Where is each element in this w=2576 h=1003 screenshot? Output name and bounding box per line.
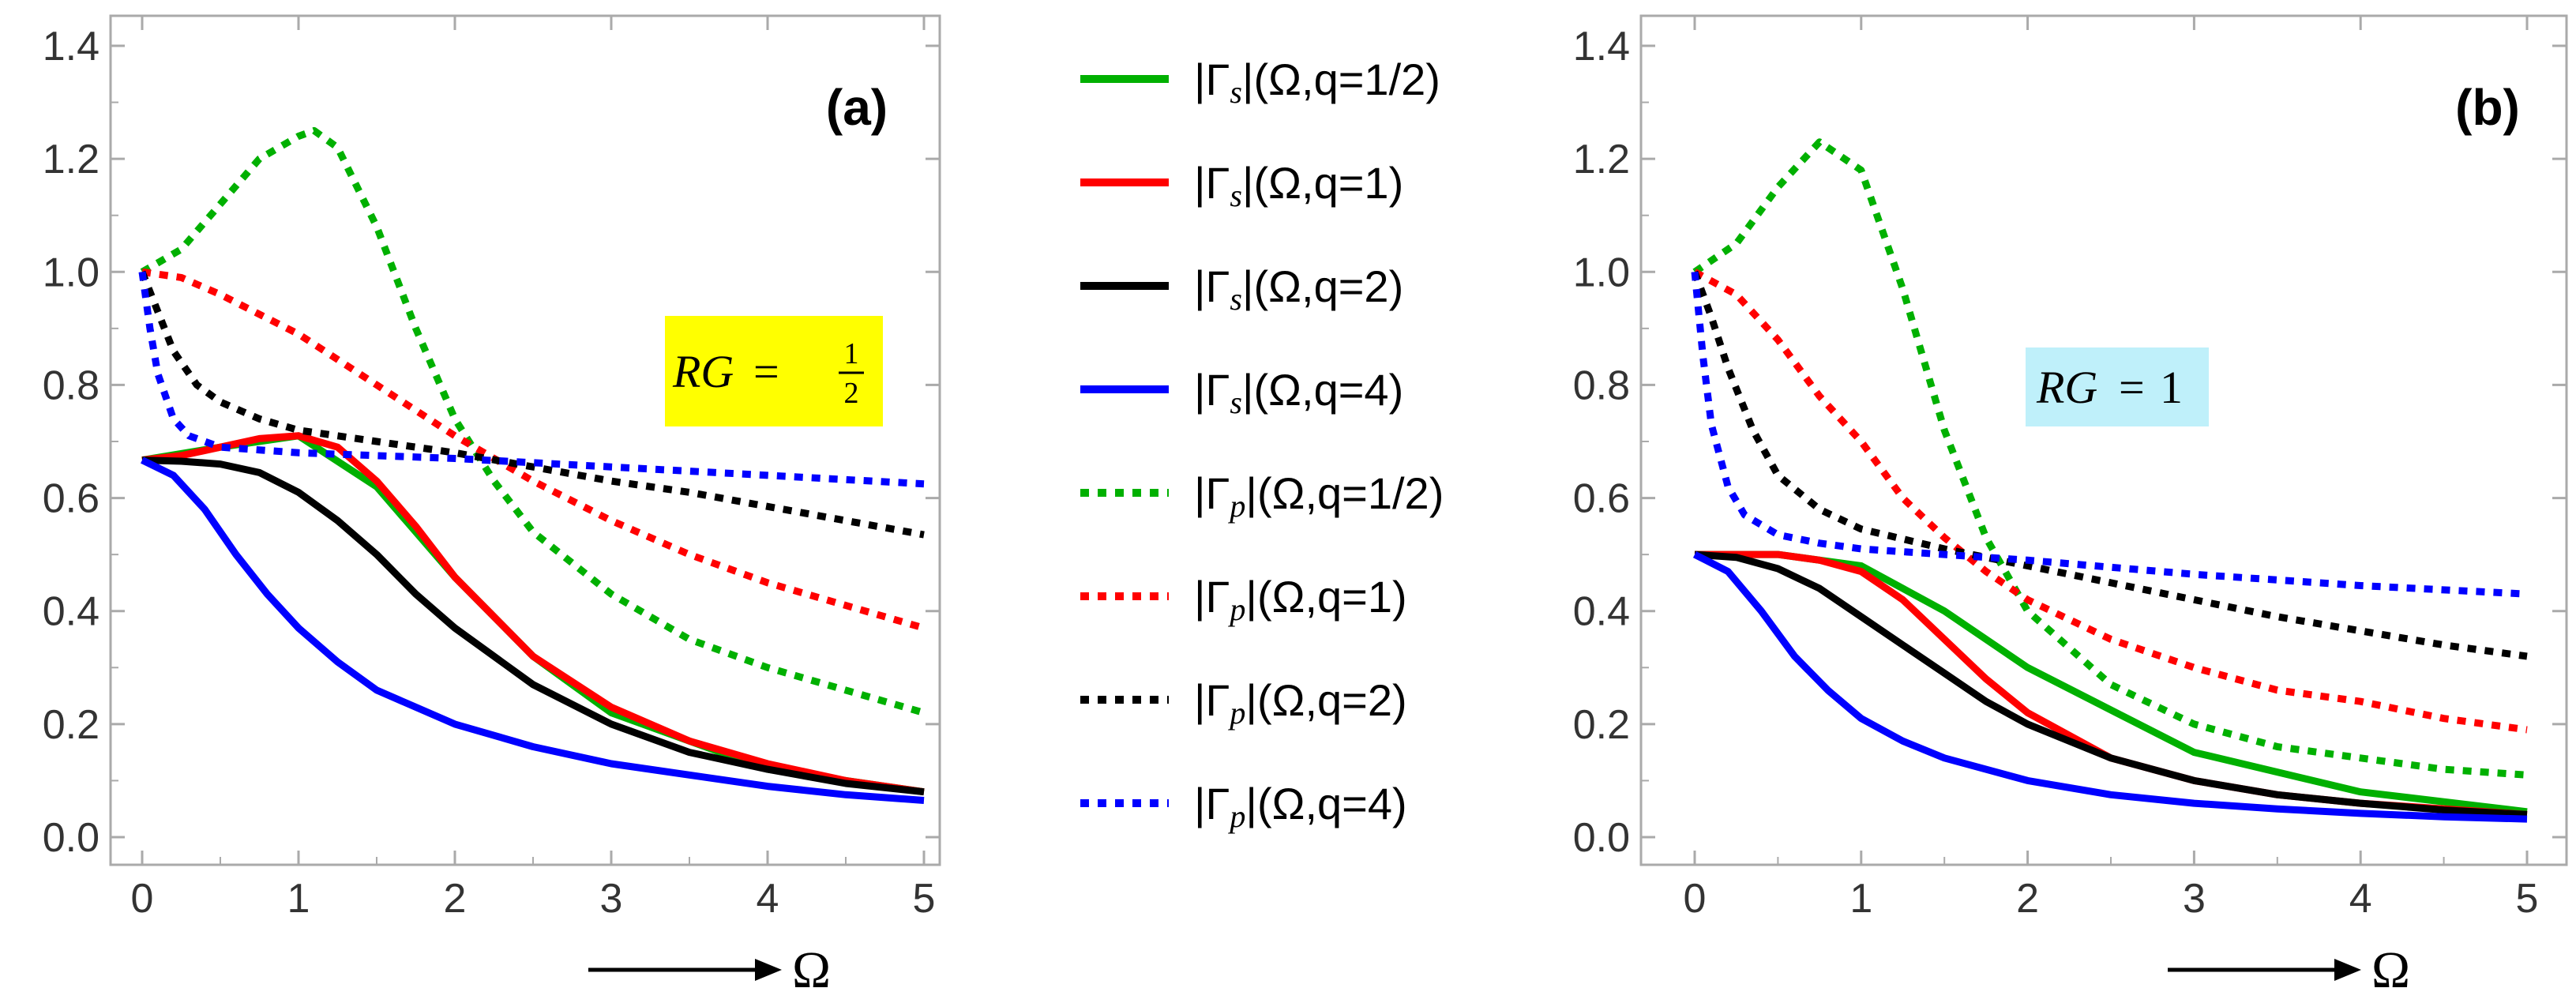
panel-b-panel-label: (b) (2455, 79, 2520, 136)
panel-a-y-tick-label: 0.2 (43, 702, 100, 748)
panel-a-y-tick-label: 0.4 (43, 589, 100, 635)
legend-label: |Γp|(Ω,q=1/2) (1194, 468, 1444, 524)
panel-b-x-tick-label: 0 (1684, 876, 1707, 922)
legend-item: |Γs|(Ω,q=4) (1080, 365, 1403, 420)
panel-b-y-tick-label: 0.4 (1573, 589, 1630, 635)
panel-a-series-3 (141, 456, 925, 804)
panel-b-annotation-bg (2026, 347, 2209, 426)
panel-a-series-1 (141, 432, 925, 796)
legend-label: |Γp|(Ω,q=2) (1194, 675, 1407, 731)
panel-a-x-arrow-head (755, 959, 782, 981)
legend-item: |Γp|(Ω,q=1) (1080, 572, 1407, 627)
panel-b-series-4 (1692, 138, 2528, 779)
panel-b-x-label: Ω (2371, 941, 2410, 999)
legend-label: |Γp|(Ω,q=1) (1194, 572, 1407, 627)
panel-b-y-tick-label: 0.0 (1573, 815, 1630, 861)
panel-a-annotation-equals: = (753, 346, 779, 397)
panel-b-x-tick-label: 5 (2516, 876, 2539, 922)
panel-b-y-tick-label: 1.2 (1573, 137, 1630, 182)
panel-b-annotation-equals: = (2119, 362, 2145, 413)
panel-a-x-tick-label: 0 (131, 876, 154, 922)
panel-b-x-tick-label: 1 (1849, 876, 1872, 922)
panel-a-x-tick-label: 3 (600, 876, 623, 922)
panel-a-series-0 (141, 432, 925, 796)
panel-b-annotation-value: 1 (2160, 362, 2183, 413)
panel-a-annotation-numerator: 1 (844, 337, 859, 370)
panel-a-x-label: Ω (792, 941, 831, 999)
panel-a-y-tick-label: 0.6 (43, 476, 100, 522)
panel-a-y-tick-label: 1.0 (43, 250, 100, 295)
legend-label: |Γs|(Ω,q=1/2) (1194, 54, 1440, 110)
panel-b-series-6 (1691, 270, 2528, 660)
legend-item: |Γp|(Ω,q=2) (1080, 675, 1407, 731)
panel-b-series-3 (1692, 551, 2528, 823)
legend-item: |Γs|(Ω,q=1/2) (1080, 54, 1440, 110)
panel-b-series-7 (1691, 271, 2528, 598)
legend-label: |Γs|(Ω,q=4) (1194, 365, 1403, 420)
panel-b-y-tick-label: 1.0 (1573, 250, 1630, 295)
panel-b-annotation-rg: RG (2036, 362, 2097, 413)
panel-a-y-tick-label: 0.0 (43, 815, 100, 861)
panel-b-y-tick-label: 1.4 (1573, 24, 1630, 69)
panel-a-chart: 0 1 2 3 4 5 0.0 0.2 0.4 0.6 0.8 1.0 1.2 1.4 (a) RG = 1 2 Ω (43, 14, 941, 999)
panel-a-annotation: RG = 1 2 (665, 316, 883, 426)
legend-label: |Γp|(Ω,q=4) (1194, 779, 1407, 834)
panel-a-annotation-denominator: 2 (844, 377, 859, 410)
legend-label: |Γs|(Ω,q=1) (1194, 158, 1403, 213)
panel-a-x-tick-label: 5 (913, 876, 936, 922)
panel-a-x-tick-label: 1 (287, 876, 310, 922)
panel-b-chart: 0 1 2 3 4 5 0.0 0.2 0.4 0.6 0.8 1.0 1.2 1.4 (b) RG = 1 Ω (1573, 14, 2568, 999)
panel-b-y-tick-label: 0.8 (1573, 363, 1630, 408)
panel-a-y-tick-label: 1.4 (43, 24, 100, 69)
panel-b-series-2 (1694, 550, 2528, 818)
panel-a-series-6 (138, 270, 925, 539)
panel-b-frame (1639, 14, 2568, 866)
panel-b-series-5 (1692, 269, 2528, 734)
panel-a-series-7 (138, 271, 925, 488)
panel-a-series-4 (140, 126, 926, 716)
panel-a-y-tick-label: 0.8 (43, 363, 100, 408)
panel-a-annotation-bg (665, 316, 883, 426)
panel-b-y-tick-label: 0.2 (1573, 702, 1630, 748)
panel-a-x-tick-label: 4 (757, 876, 779, 922)
panel-a-panel-label: (a) (826, 79, 888, 136)
panel-b-x-arrow-head (2334, 959, 2361, 981)
panel-a-frame (109, 14, 941, 866)
panel-a-annotation-rg: RG (672, 346, 734, 397)
legend-item: |Γp|(Ω,q=1/2) (1080, 468, 1444, 524)
panel-a-series-2 (141, 456, 925, 796)
legend-item: |Γp|(Ω,q=4) (1080, 779, 1407, 834)
panel-b-y-tick-label: 0.6 (1573, 476, 1630, 522)
legend-item: |Γs|(Ω,q=1) (1080, 158, 1403, 213)
panel-b-x-tick-label: 2 (2016, 876, 2039, 922)
panel-a-x-tick-label: 2 (444, 876, 467, 922)
legend: |Γs|(Ω,q=1/2) |Γs|(Ω,q=1) |Γs|(Ω,q=2) |Γs|(… (1080, 54, 1444, 834)
panel-b-x-tick-label: 3 (2183, 876, 2206, 922)
legend-label: |Γs|(Ω,q=2) (1194, 261, 1403, 317)
legend-item: |Γs|(Ω,q=2) (1080, 261, 1403, 317)
panel-a-y-tick-label: 1.2 (43, 137, 100, 182)
panel-b-annotation: RG = 1 (2026, 347, 2209, 426)
panel-b-x-tick-label: 4 (2349, 876, 2372, 922)
